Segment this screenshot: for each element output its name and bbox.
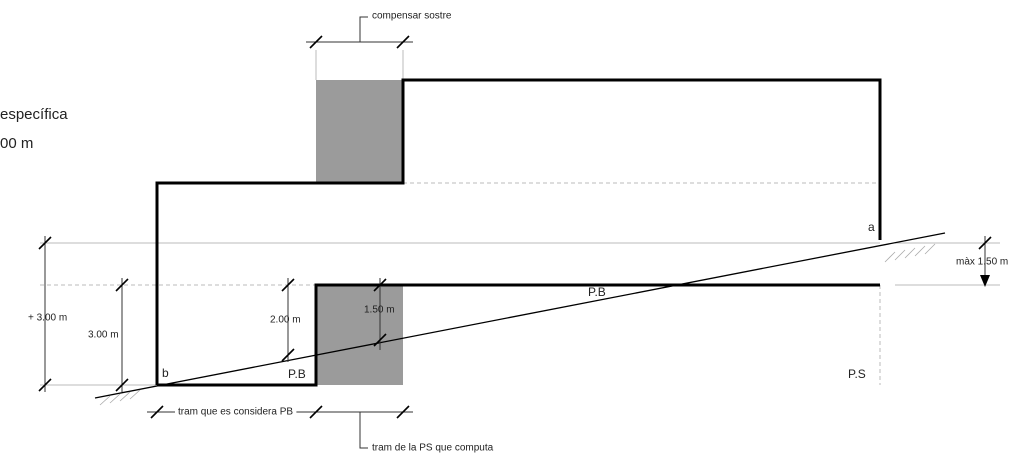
shaded-area xyxy=(316,80,403,183)
floor-label: P.B xyxy=(588,285,606,299)
dimension-label: 3.00 m xyxy=(88,330,119,341)
dimension-lines xyxy=(38,16,992,449)
dimension-label: màx 1.50 m xyxy=(956,257,1008,268)
dimension-label: tram de la PS que computa xyxy=(372,443,494,454)
shaded-area xyxy=(316,285,403,385)
point-label: a xyxy=(868,220,875,234)
side-heading: específica xyxy=(0,106,68,123)
dimension-label: compensar sostre xyxy=(372,11,452,22)
floor-label: P.S xyxy=(848,367,866,381)
building-outline xyxy=(155,78,882,385)
building-outline xyxy=(157,283,880,387)
label-backing xyxy=(175,406,297,418)
dimension-label: tram que es considera PB xyxy=(178,407,293,418)
point-label: b xyxy=(162,366,169,380)
side-value: 00 m xyxy=(0,135,33,152)
terrain-line xyxy=(94,232,946,399)
terrain-hatch xyxy=(99,243,936,406)
dimension-label: 1.50 m xyxy=(364,305,395,316)
dimension-label: 2.00 m xyxy=(270,315,301,326)
floor-label: P.B xyxy=(288,367,306,381)
dimension-label: + 3.00 m xyxy=(28,313,67,324)
